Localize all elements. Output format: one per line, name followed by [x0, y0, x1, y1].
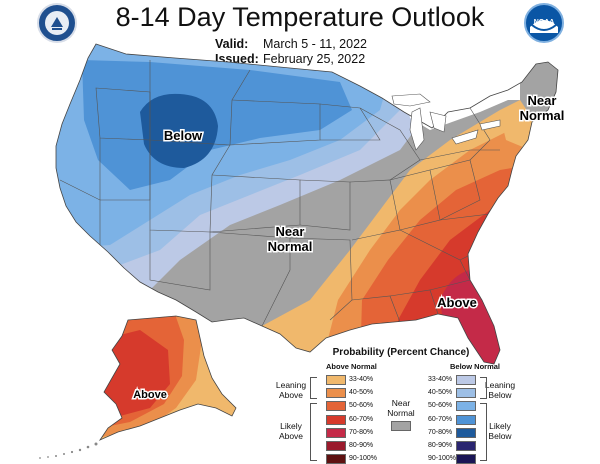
below-swatch [456, 414, 476, 425]
below-swatch [456, 375, 476, 385]
likely-above-label: Likely Above [272, 421, 310, 441]
below-swatch-label: 80-90% [428, 442, 453, 449]
ne-near-label-2-halo: Normal [520, 108, 565, 123]
above-swatch [326, 375, 346, 385]
likely-below-label: Likely Below [480, 421, 520, 441]
commerce-seal-icon [37, 3, 77, 43]
below-swatch [456, 441, 476, 451]
conus-outline [55, 43, 559, 365]
below-swatch-label: 40-50% [428, 389, 453, 397]
above-se-label: Above [437, 295, 477, 310]
issued-date: February 25, 2022 [263, 52, 366, 66]
likely-below-brace [480, 403, 487, 461]
svg-text:NOAA: NOAA [534, 19, 555, 26]
likely-above-brace [310, 403, 317, 461]
ne-near-label-1-halo: Near [528, 93, 557, 108]
valid-line: Valid: March 5 - 11, 2022 [215, 37, 367, 51]
below-swatch [456, 427, 476, 438]
noaa-logo-icon: NOAA [524, 3, 564, 43]
below-swatch-label: 90-100% [428, 455, 457, 463]
above-swatch [326, 441, 346, 451]
above-ak-label-halo: Above [133, 389, 167, 401]
map-title: 8-14 Day Temperature Outlook [115, 2, 485, 32]
likely-below-1: Likely [489, 421, 511, 431]
above-swatch-label: 40-50% [349, 389, 374, 397]
leaning-below-label: Leaning Below [480, 380, 520, 400]
likely-below-2: Below [488, 431, 512, 441]
above-swatch-label: 60-70% [349, 415, 374, 423]
near-label-1: Near [391, 398, 411, 408]
leaning-above-label: Leaning Above [272, 380, 310, 400]
state-boundaries [59, 60, 500, 327]
leaning-below-1: Leaning [484, 380, 516, 390]
above-swatch [326, 388, 346, 399]
issued-line: Issued: February 25, 2022 [215, 52, 365, 66]
valid-label: Valid: [215, 37, 249, 51]
legend-title: Probability (Percent Chance) [332, 347, 470, 358]
below-swatch-label: 50-60% [428, 402, 453, 410]
above-se-label-halo: Above [437, 295, 477, 310]
above-normal-header: Above Normal [326, 362, 377, 371]
near-normal-label-2-halo: Normal [268, 239, 313, 254]
above-swatch-label: 80-90% [349, 442, 374, 449]
alaska-outline [98, 315, 237, 441]
below-swatch [456, 401, 476, 412]
above-swatch-label: 33-40% [349, 376, 374, 383]
probability-legend: Probability (Percent Chance) Above Norma… [270, 345, 532, 464]
ne-near-normal-zone [520, 60, 558, 118]
valid-date: March 5 - 11, 2022 [263, 37, 367, 51]
leaning-below-brace [480, 377, 487, 399]
above-swatch-label: 90-100% [349, 455, 378, 463]
above-swatch-label: 70-80% [349, 428, 374, 436]
ne-near-label-2: Normal [520, 108, 565, 123]
below-label-halo: Below [164, 128, 203, 143]
below-swatch-label: 70-80% [428, 428, 453, 436]
conus-probability-zones [56, 44, 558, 364]
near-normal-legend-label: Near Normal [386, 398, 416, 418]
near-normal-label-1: Near [276, 224, 305, 239]
above-swatch-label: 50-60% [349, 402, 374, 410]
likely-above-1: Likely [280, 421, 302, 431]
above-swatch [326, 401, 346, 412]
below-swatch-label: 60-70% [428, 415, 453, 423]
below-label: Below [164, 128, 203, 143]
below-70-80-zone [140, 93, 218, 168]
leaning-above-2: Above [278, 390, 304, 400]
below-swatch [456, 388, 476, 399]
near-normal-label-1-halo: Near [276, 224, 305, 239]
near-normal-swatch [391, 421, 411, 431]
ne-near-label-1: Near [528, 93, 557, 108]
above-swatch [326, 427, 346, 438]
near-normal-label-2: Normal [268, 239, 313, 254]
likely-above-2: Above [278, 431, 304, 441]
leaning-below-2: Below [488, 390, 512, 400]
below-normal-header: Below Normal [450, 362, 501, 371]
leaning-above-1: Leaning [275, 380, 307, 390]
aleutian-islands [39, 442, 98, 459]
leaning-above-brace [310, 377, 317, 399]
below-swatch-label: 33-40% [428, 376, 453, 383]
above-ak-label: Above [133, 389, 167, 401]
near-label-2: Normal [387, 408, 415, 418]
great-lakes [391, 93, 501, 151]
above-swatch [326, 414, 346, 425]
